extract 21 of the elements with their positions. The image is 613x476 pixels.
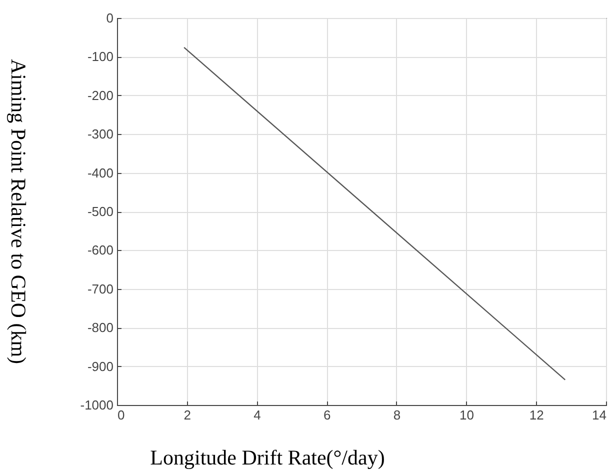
- y-axis-title: Aiming Point Relative to GEO (km): [6, 58, 30, 364]
- y-tick-label: -200: [87, 88, 114, 103]
- y-tick-label: -600: [87, 242, 114, 258]
- x-tick-label: 10: [460, 408, 474, 422]
- y-tick-label: -400: [87, 165, 114, 180]
- y-tick-label: -300: [87, 126, 114, 142]
- x-tick-label: 0: [118, 408, 125, 422]
- y-tick-label: -500: [87, 204, 114, 219]
- x-tick-label: 8: [393, 408, 401, 422]
- y-tick-label: -100: [87, 49, 114, 64]
- x-tick-label: 2: [184, 408, 191, 422]
- y-tick-label: -900: [87, 358, 114, 374]
- y-tick-label: -700: [87, 281, 114, 296]
- y-tick-label: 0: [106, 10, 114, 26]
- x-tick-label: 4: [254, 408, 261, 422]
- x-tick-label: 6: [323, 408, 331, 422]
- y-tick-label: -800: [87, 320, 114, 336]
- y-tick-label: -1000: [80, 398, 114, 412]
- x-axis-title: Longitude Drift Rate(°/day): [150, 446, 385, 470]
- x-tick-label: 12: [529, 408, 544, 422]
- x-tick-label: 14: [592, 408, 606, 422]
